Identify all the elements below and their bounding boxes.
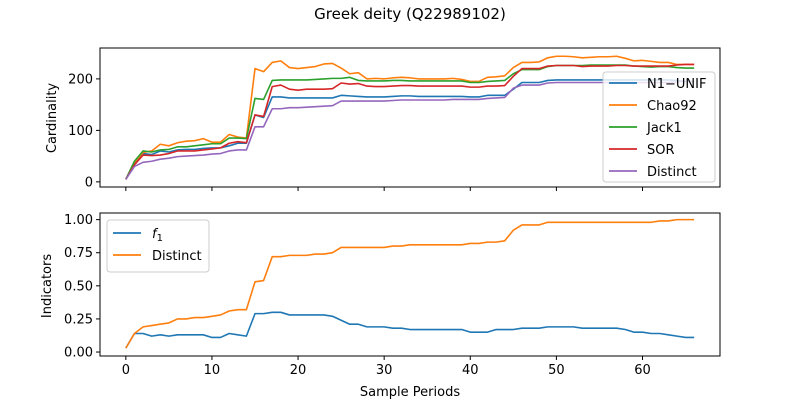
cardinality-legend: N1−UNIF Chao92 Jack1 SOR Distinct (602, 71, 716, 183)
x-axis-label: Sample Periods (360, 385, 460, 400)
y-tick-label: 0.00 (64, 346, 93, 361)
cardinality-x-ticks (125, 187, 643, 191)
indicators-y-axis-label: Indicators (40, 254, 55, 318)
legend-label: Distinct (647, 165, 697, 180)
cardinality-panel: 0 100 200 Cardinality N1−UNIF Chao92 Jack1 SO… (45, 47, 721, 191)
indicators-series-lines (125, 218, 695, 349)
legend-label-main: f (152, 227, 159, 242)
x-tick-label: 30 (376, 363, 393, 378)
indicators-legend-box (106, 219, 210, 273)
y-tick-label: 200 (68, 72, 93, 87)
x-tick-label: 20 (290, 363, 307, 378)
cardinality-axes-frame (99, 47, 721, 188)
legend-label: Chao92 (647, 99, 697, 114)
series-line-jack1 (125, 64, 695, 180)
legend-label: Distinct (152, 249, 202, 264)
series-line-sor (125, 63, 695, 180)
figure-title: Greek deity (Q22989102) (314, 5, 506, 23)
legend-label: SOR (647, 143, 675, 158)
series-line-chao92 (125, 55, 695, 180)
cardinality-y-axis-label: Cardinality (45, 83, 60, 154)
indicators-legend: f1 Distinct (106, 219, 210, 273)
x-tick-label: 0 (122, 363, 130, 378)
x-tick-label: 10 (204, 363, 221, 378)
x-tick-label: 40 (462, 363, 479, 378)
indicators-x-ticks: 0 10 20 30 40 50 60 (122, 356, 651, 378)
legend-label: f1 (152, 227, 163, 244)
cardinality-legend-box (602, 71, 716, 183)
indicators-y-ticks: 0.00 0.25 0.50 0.75 1.00 (64, 213, 100, 361)
y-tick-label: 100 (68, 124, 93, 139)
y-tick-label: 0 (85, 175, 93, 190)
series-line-distinct (125, 218, 695, 349)
indicators-panel: 0 10 20 30 40 50 60 0.00 0.25 0.50 0.75 1.00 Indic… (40, 212, 721, 400)
x-tick-label: 50 (548, 363, 565, 378)
legend-label: N1−UNIF (647, 77, 706, 92)
y-tick-label: 0.50 (64, 279, 93, 294)
indicators-axes-frame (99, 212, 721, 357)
legend-label: Jack1 (646, 121, 682, 136)
cardinality-series-lines (125, 55, 695, 180)
y-tick-label: 1.00 (64, 213, 93, 228)
legend-label-subscript: 1 (157, 233, 163, 244)
y-tick-label: 0.25 (64, 312, 93, 327)
y-tick-label: 0.75 (64, 246, 93, 261)
cardinality-y-ticks: 0 100 200 (68, 72, 100, 190)
series-line-f (125, 311, 695, 349)
x-tick-label: 60 (634, 363, 651, 378)
series-line-distinct (125, 80, 695, 180)
